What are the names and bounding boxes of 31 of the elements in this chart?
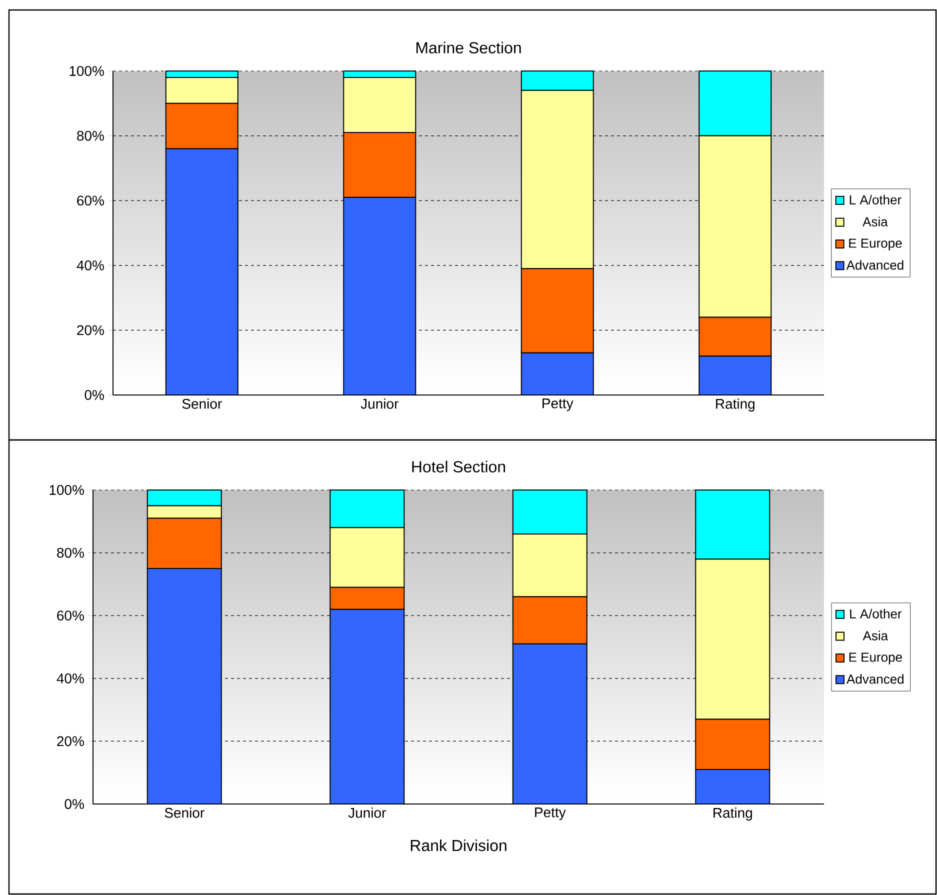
y-tick-label: 20% (57, 736, 84, 746)
x-tick-label: Rating (716, 398, 754, 412)
legend-label: E Europe (849, 652, 902, 664)
x-tick-label: Senior (182, 398, 222, 409)
y-tick-label: 40% (76, 260, 104, 270)
y-tick-label: 60% (57, 610, 84, 621)
legend-label: Asia (862, 630, 888, 640)
x-axis-title: Rank Division (410, 839, 506, 852)
x-tick-label: Junior (348, 808, 386, 818)
x-tick-label: Rating (714, 808, 752, 821)
legend-label: L A/other (850, 194, 902, 204)
y-tick-label: 80% (77, 130, 104, 141)
y-tick-label: 0% (84, 390, 104, 400)
y-tick-label: 100% (70, 66, 104, 76)
x-tick-label: Petty (535, 808, 566, 820)
x-tick-label: Senior (164, 808, 204, 818)
chart-title: Hotel Section (412, 460, 506, 472)
y-tick-label: 20% (77, 325, 104, 336)
legend-label: E Europe (849, 238, 902, 250)
y-tick-label: 100% (50, 485, 84, 495)
x-tick-label: Petty (542, 398, 574, 412)
y-tick-label: 80% (57, 548, 84, 558)
y-tick-label: 40% (56, 673, 84, 684)
y-tick-label: 60% (77, 196, 104, 206)
x-tick-label: Junior (360, 398, 398, 409)
y-tick-label: 0% (64, 799, 84, 809)
legend-label: L A/other (850, 608, 902, 618)
legend-label: Advanced (846, 260, 904, 270)
chart-title: Marine Section (416, 42, 521, 54)
legend-label: Asia (862, 216, 888, 226)
legend-label: Advanced (846, 674, 904, 684)
